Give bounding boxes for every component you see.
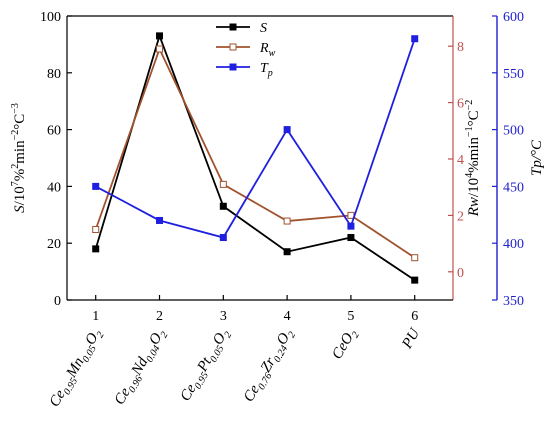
left-tick-label: 20 bbox=[47, 237, 61, 252]
x-tick-label: 3 bbox=[220, 309, 227, 324]
legend: S Rw Tp bbox=[216, 21, 276, 79]
x-tick-label: 6 bbox=[411, 309, 418, 324]
series-point-2 bbox=[92, 182, 100, 190]
tp-axis-title: Tp/°C bbox=[529, 139, 545, 176]
rw-tick-label: 2 bbox=[457, 209, 464, 224]
series-line-0 bbox=[94, 33, 416, 281]
series-point-2 bbox=[219, 234, 227, 242]
left-axis-title: S/107%2min−2°C−3 bbox=[10, 103, 28, 213]
category-label: Ce0.95Pt0.05O2 bbox=[177, 326, 234, 406]
series-point-0 bbox=[92, 245, 100, 253]
tp-tick-label: 500 bbox=[503, 124, 524, 139]
series-point-0 bbox=[347, 234, 355, 242]
tp-tick-label: 600 bbox=[503, 10, 524, 25]
series-point-1 bbox=[411, 254, 419, 262]
tp-tick-label: 550 bbox=[503, 67, 524, 82]
series-layer bbox=[92, 32, 419, 284]
category-label: Ce0.96Nd0.04O2 bbox=[112, 326, 171, 409]
x-axis: 1 Ce0.95Mn0.05O2 2 Ce0.96Nd0.04O2 3 Ce0.95Pt0… bbox=[47, 295, 453, 411]
legend-label: S bbox=[260, 21, 267, 36]
left-tick-label: 40 bbox=[47, 180, 61, 195]
category-label: Ce0.95Mn0.05O2 bbox=[47, 326, 107, 411]
rw-tick-label: 4 bbox=[457, 153, 464, 168]
series-point-2 bbox=[411, 35, 419, 43]
tp-tick-label: 450 bbox=[503, 180, 524, 195]
x-tick-label: 4 bbox=[284, 309, 291, 324]
tp-axis: 350 400 450 500 550 600 Tp/°C bbox=[492, 10, 545, 309]
rw-tick-label: 6 bbox=[457, 97, 464, 112]
legend-marker bbox=[229, 63, 237, 71]
category-label: Ce0.76Zr0.24O2 bbox=[241, 326, 298, 406]
series-point-2 bbox=[283, 126, 291, 134]
rw-tick-label: 0 bbox=[457, 266, 464, 281]
left-axis: 0 20 40 60 80 100 S/107%2min−2°C−3 bbox=[10, 10, 72, 309]
legend-label: Rw bbox=[259, 41, 276, 59]
category-label: PU bbox=[399, 325, 424, 352]
legend-marker bbox=[229, 23, 237, 31]
legend-label: Tp bbox=[260, 61, 273, 79]
series-point-0 bbox=[283, 248, 291, 256]
rw-axis: 0 2 4 6 8 Rw/104%min−1°C−2 bbox=[448, 16, 482, 300]
rw-tick-label: 8 bbox=[457, 40, 464, 55]
series-line-1 bbox=[94, 46, 416, 259]
left-tick-label: 100 bbox=[40, 10, 61, 25]
tp-tick-label: 350 bbox=[503, 294, 524, 309]
series-point-1 bbox=[283, 217, 291, 225]
series-point-1 bbox=[92, 225, 100, 233]
series-point-2 bbox=[156, 216, 164, 224]
series-point-0 bbox=[156, 32, 164, 40]
series-point-1 bbox=[156, 45, 164, 53]
left-tick-label: 80 bbox=[47, 67, 61, 82]
x-tick-label: 1 bbox=[92, 309, 99, 324]
left-tick-label: 60 bbox=[47, 124, 61, 139]
rw-axis-title: Rw/104%min−1°C−2 bbox=[464, 100, 482, 217]
series-line-2 bbox=[95, 38, 416, 239]
legend-marker bbox=[229, 43, 237, 51]
series-point-1 bbox=[219, 180, 227, 188]
tp-tick-label: 400 bbox=[503, 237, 524, 252]
series-point-2 bbox=[347, 222, 355, 230]
left-tick-label: 0 bbox=[54, 294, 61, 309]
series-point-0 bbox=[219, 202, 227, 210]
x-tick-label: 5 bbox=[347, 309, 354, 324]
category-label: CeO2 bbox=[329, 326, 362, 364]
series-point-0 bbox=[411, 276, 419, 284]
x-tick-label: 2 bbox=[156, 309, 163, 324]
